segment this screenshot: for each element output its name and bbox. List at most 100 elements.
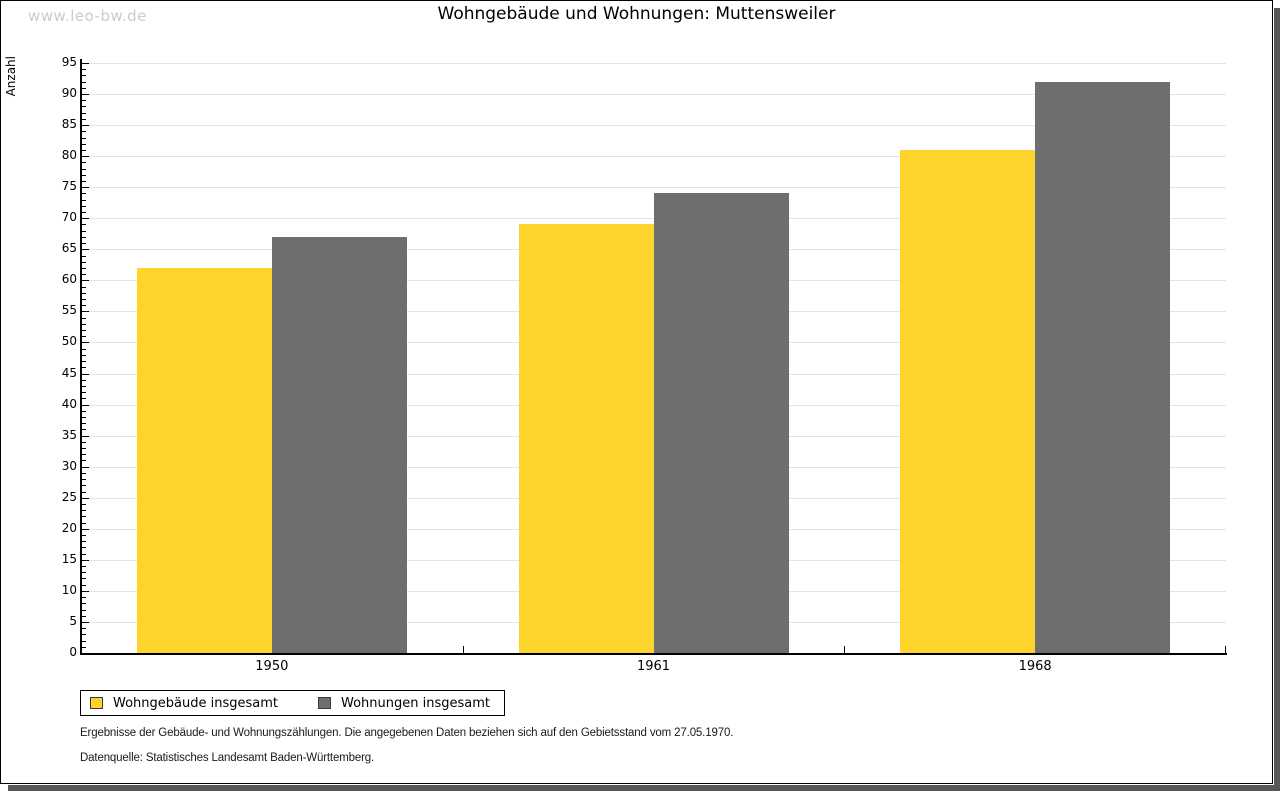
- y-minor-tick: [82, 137, 86, 139]
- y-minor-tick: [82, 410, 86, 412]
- y-minor-tick: [82, 535, 86, 536]
- y-minor-tick: [82, 460, 86, 462]
- y-tick-label: 90: [61, 86, 77, 101]
- bar-wohnungen-1950: [271, 236, 407, 653]
- bar-wohngebaeude-1961: [518, 224, 654, 653]
- y-major-tick: [82, 187, 89, 189]
- y-minor-tick: [82, 162, 86, 164]
- y-major-tick: [82, 342, 89, 344]
- x-boundary-tick: [462, 646, 464, 653]
- y-tick-label: 75: [61, 179, 77, 194]
- footnote-line1: Ergebnisse der Gebäude- und Wohnungszähl…: [80, 727, 734, 739]
- chart-title: Wohngebäude und Wohnungen: Muttensweiler: [437, 4, 836, 24]
- y-major-tick: [82, 621, 89, 623]
- y-tick-label: 10: [61, 582, 77, 597]
- y-minor-tick: [82, 615, 86, 617]
- y-tick-label: 55: [61, 303, 77, 318]
- y-minor-tick: [82, 503, 86, 505]
- legend-label-wohngebaeude: Wohngebäude insgesamt: [113, 695, 278, 711]
- y-minor-tick: [82, 87, 86, 89]
- y-minor-tick: [82, 479, 86, 481]
- y-tick-label: 45: [61, 365, 77, 380]
- y-minor-tick: [82, 417, 86, 418]
- y-minor-tick: [82, 305, 86, 307]
- y-minor-tick: [82, 149, 86, 151]
- y-minor-tick: [82, 236, 86, 238]
- y-tick-label: 85: [61, 117, 77, 132]
- gridline: [82, 94, 1226, 96]
- y-major-tick: [82, 528, 89, 530]
- y-minor-tick: [82, 379, 86, 381]
- y-minor-tick: [82, 299, 86, 300]
- x-tick-label: 1968: [1018, 659, 1052, 674]
- y-minor-tick: [82, 348, 86, 350]
- y-minor-tick: [82, 491, 86, 493]
- y-minor-tick: [82, 572, 86, 574]
- y-minor-tick: [82, 143, 86, 145]
- y-minor-tick: [82, 212, 86, 214]
- y-tick-label: 50: [61, 334, 77, 349]
- y-tick-label: 35: [61, 427, 77, 442]
- y-major-tick: [82, 125, 89, 127]
- y-axis-line: [80, 59, 82, 655]
- y-tick-label: 70: [61, 210, 77, 225]
- y-tick-label: 0: [69, 645, 77, 659]
- y-minor-tick: [82, 472, 86, 474]
- y-minor-tick: [82, 640, 86, 642]
- y-minor-tick: [82, 392, 86, 394]
- y-minor-tick: [82, 485, 86, 487]
- y-minor-tick: [82, 584, 86, 586]
- y-minor-tick: [82, 429, 86, 431]
- y-minor-tick: [82, 255, 86, 257]
- y-major-tick: [82, 404, 89, 406]
- y-minor-tick: [82, 81, 86, 83]
- y-minor-tick: [82, 292, 86, 294]
- y-minor-tick: [82, 578, 86, 580]
- y-minor-tick: [82, 267, 86, 269]
- y-major-tick: [82, 156, 89, 158]
- x-axis-line: [80, 653, 1227, 655]
- y-minor-tick: [82, 69, 86, 71]
- y-minor-tick: [82, 603, 86, 605]
- y-major-tick: [82, 590, 89, 592]
- y-major-tick: [82, 497, 89, 499]
- gridline: [82, 125, 1226, 127]
- y-minor-tick: [82, 286, 86, 288]
- y-tick-label: 60: [61, 272, 77, 287]
- y-minor-tick: [82, 385, 86, 387]
- y-minor-tick: [82, 100, 86, 102]
- watermark: www.leo-bw.de: [28, 7, 147, 25]
- y-minor-tick: [82, 230, 86, 232]
- legend-label-wohnungen: Wohnungen insgesamt: [341, 695, 490, 711]
- y-minor-tick: [82, 553, 86, 555]
- y-tick-label: 80: [61, 148, 77, 163]
- y-tick-label: 95: [61, 55, 77, 69]
- y-minor-tick: [82, 566, 86, 568]
- y-major-tick: [82, 249, 89, 251]
- x-boundary-tick: [844, 646, 846, 653]
- y-minor-tick: [82, 323, 86, 325]
- y-major-tick: [82, 63, 89, 64]
- y-major-tick: [82, 373, 89, 375]
- bar-wohnungen-1961: [653, 193, 789, 653]
- y-minor-tick: [82, 336, 86, 338]
- y-minor-tick: [82, 398, 86, 400]
- y-minor-tick: [82, 224, 86, 226]
- gridline: [82, 187, 1226, 189]
- y-minor-tick: [82, 261, 86, 263]
- y-minor-tick: [82, 106, 86, 108]
- y-major-tick: [82, 466, 89, 468]
- y-minor-tick: [82, 448, 86, 450]
- legend-swatch-wohngebaeude: [90, 697, 103, 709]
- gridline: [82, 63, 1226, 64]
- y-minor-tick: [82, 131, 86, 133]
- y-major-tick: [82, 559, 89, 561]
- y-minor-tick: [82, 454, 86, 456]
- y-minor-tick: [82, 516, 86, 518]
- y-minor-tick: [82, 510, 86, 512]
- bar-wohnungen-1968: [1035, 81, 1171, 653]
- drop-shadow-bottom: [8, 785, 1280, 791]
- legend-swatch-wohnungen: [318, 697, 331, 709]
